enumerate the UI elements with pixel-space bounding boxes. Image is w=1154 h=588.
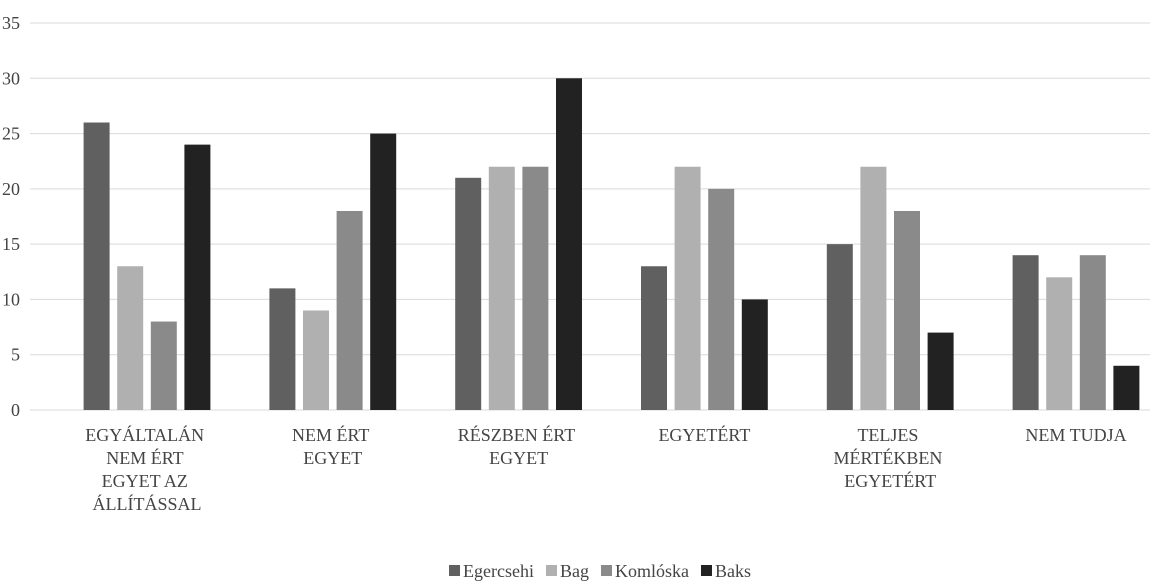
label-line: EGYETÉRT xyxy=(844,470,936,491)
y-tick-label: 30 xyxy=(2,68,20,88)
bar xyxy=(269,288,296,410)
label-line: EGYET xyxy=(303,448,362,468)
bar xyxy=(826,244,853,410)
bar xyxy=(184,144,211,410)
bar xyxy=(1079,255,1106,410)
bar xyxy=(556,78,582,411)
y-tick-label: 35 xyxy=(2,13,20,33)
bar xyxy=(488,166,515,410)
bar xyxy=(522,166,549,410)
label-line: MÉRTÉKBEN xyxy=(833,447,946,468)
label-line: EGYETÉRT xyxy=(658,424,750,445)
label-line: NEM ÉRT xyxy=(292,424,374,445)
legend-label: Baks xyxy=(715,561,751,581)
x-tick-label: NEM ÉRT EGYET xyxy=(292,424,374,468)
legend-swatch xyxy=(600,565,612,576)
legend-label: Egercsehi xyxy=(463,561,534,581)
bar xyxy=(1046,277,1073,410)
legend-swatch xyxy=(449,565,461,576)
bar xyxy=(455,177,482,410)
bar xyxy=(1012,255,1039,410)
bar xyxy=(150,321,177,410)
x-tick-label: TELJES MÉRTÉKBEN EGYETÉRT xyxy=(833,425,946,491)
bar xyxy=(303,310,329,410)
label-line: EGYÁLTALÁN xyxy=(85,424,208,445)
y-tick-label: 0 xyxy=(11,400,20,420)
x-tick-label: RÉSZBEN ÉRT EGYET xyxy=(458,424,580,468)
legend-swatch xyxy=(545,565,557,576)
y-tick-label: 5 xyxy=(11,345,20,365)
bar xyxy=(83,122,110,410)
y-tick-label: 25 xyxy=(2,124,20,144)
bar xyxy=(860,166,887,410)
label-line: NEM ÉRT xyxy=(106,447,188,468)
bar xyxy=(641,266,667,410)
label-line: TELJES xyxy=(857,425,923,445)
bar xyxy=(370,133,397,411)
bar xyxy=(708,188,735,410)
label-line: RÉSZBEN ÉRT xyxy=(458,424,580,445)
label-line: NEM TUDJA xyxy=(1025,425,1126,445)
bar xyxy=(741,299,768,410)
bar xyxy=(1113,365,1140,410)
x-tick-label: EGYÁLTALÁN NEM ÉRT EGYET AZ ÁLLÍTÁSSAL xyxy=(85,424,208,514)
label-line: EGYET AZ xyxy=(102,471,193,491)
bar xyxy=(894,210,920,410)
y-tick-label: 10 xyxy=(2,289,20,309)
x-tick-label: NEM TUDJA xyxy=(1025,425,1126,445)
bar xyxy=(117,266,144,410)
bar xyxy=(927,332,954,410)
label-line: ÁLLÍTÁSSAL xyxy=(93,493,202,514)
legend-swatch xyxy=(700,565,712,576)
legend: Egercsehi Bag Komlóska Baks xyxy=(449,561,751,581)
label-line: EGYET xyxy=(489,448,548,468)
x-tick-label: EGYETÉRT xyxy=(658,424,750,445)
y-tick-label: 15 xyxy=(2,234,20,254)
legend-label: Komlóska xyxy=(615,561,689,581)
legend-label: Bag xyxy=(560,561,589,581)
bar xyxy=(336,210,363,410)
y-tick-label: 20 xyxy=(2,179,20,199)
bar xyxy=(674,166,701,410)
